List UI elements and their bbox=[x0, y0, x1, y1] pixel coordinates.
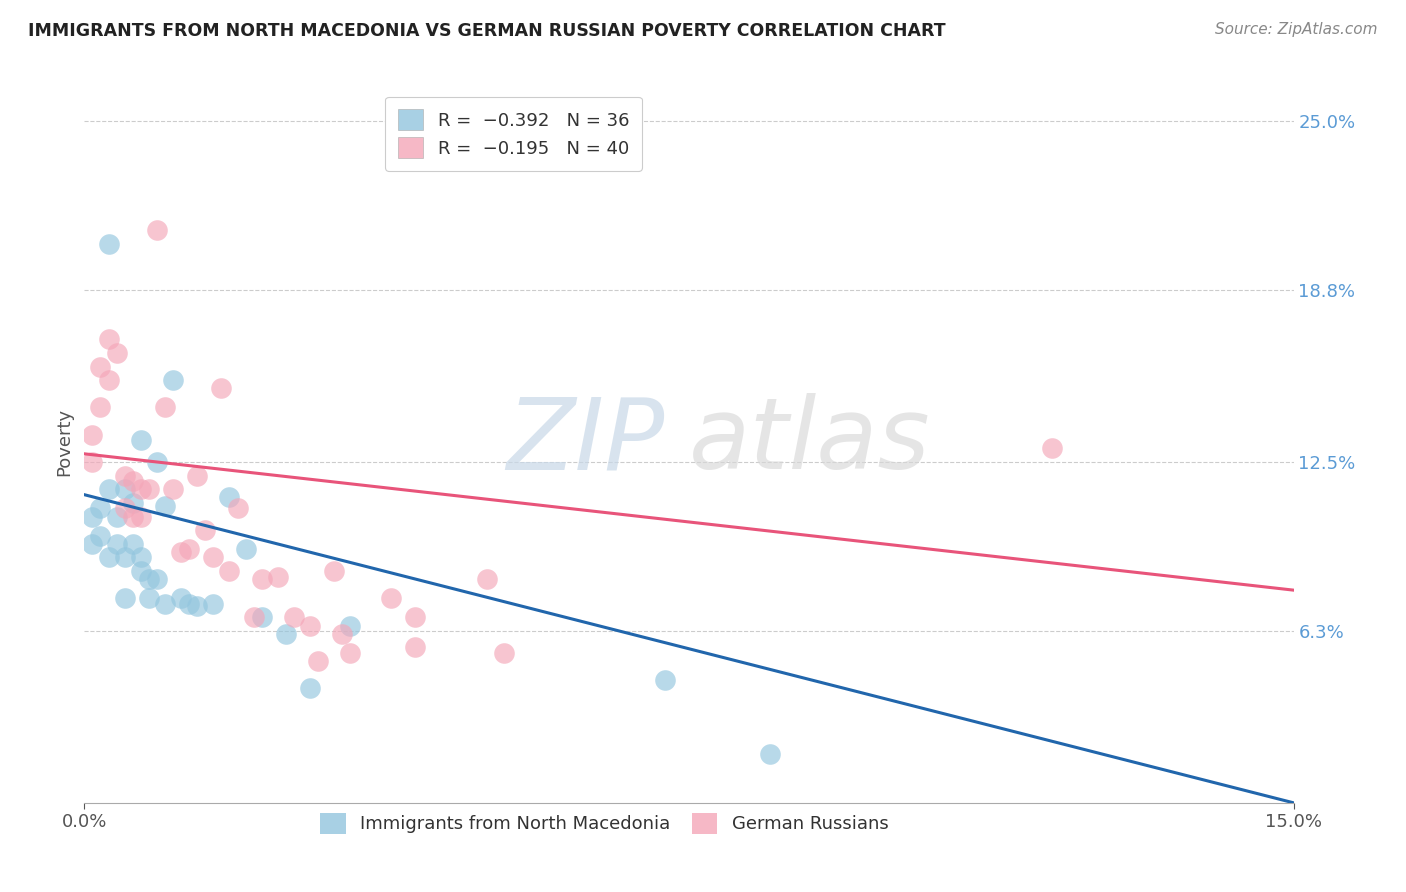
Point bbox=[194, 523, 217, 537]
Point bbox=[146, 223, 169, 237]
Point bbox=[242, 610, 264, 624]
Text: IMMIGRANTS FROM NORTH MACEDONIA VS GERMAN RUSSIAN POVERTY CORRELATION CHART: IMMIGRANTS FROM NORTH MACEDONIA VS GERMA… bbox=[28, 22, 946, 40]
Point bbox=[138, 591, 160, 606]
Point bbox=[226, 501, 249, 516]
Point bbox=[105, 346, 128, 360]
Point bbox=[82, 455, 104, 469]
Point bbox=[146, 455, 169, 469]
Point bbox=[114, 591, 136, 606]
Point bbox=[114, 501, 136, 516]
Point bbox=[89, 501, 111, 516]
Point bbox=[114, 482, 136, 496]
Point bbox=[267, 569, 290, 583]
Point bbox=[138, 572, 160, 586]
Point bbox=[97, 550, 120, 565]
Point bbox=[129, 433, 152, 447]
Point bbox=[121, 509, 143, 524]
Point bbox=[97, 332, 120, 346]
Y-axis label: Poverty: Poverty bbox=[55, 408, 73, 475]
Point bbox=[330, 626, 353, 640]
Point bbox=[202, 550, 225, 565]
Point bbox=[299, 618, 322, 632]
Point bbox=[202, 597, 225, 611]
Point bbox=[404, 640, 426, 655]
Point bbox=[283, 610, 305, 624]
Point bbox=[129, 482, 152, 496]
Point bbox=[114, 468, 136, 483]
Point bbox=[97, 482, 120, 496]
Point bbox=[82, 537, 104, 551]
Point bbox=[138, 482, 160, 496]
Point bbox=[250, 572, 273, 586]
Point bbox=[146, 572, 169, 586]
Point bbox=[105, 509, 128, 524]
Point bbox=[186, 468, 208, 483]
Point bbox=[404, 610, 426, 624]
Point bbox=[82, 509, 104, 524]
Point bbox=[250, 610, 273, 624]
Point bbox=[209, 381, 232, 395]
Point bbox=[121, 474, 143, 488]
Point bbox=[89, 401, 111, 415]
Point bbox=[153, 401, 176, 415]
Point bbox=[339, 646, 361, 660]
Legend: Immigrants from North Macedonia, German Russians: Immigrants from North Macedonia, German … bbox=[314, 805, 896, 841]
Point bbox=[218, 564, 240, 578]
Point bbox=[299, 681, 322, 696]
Point bbox=[1040, 442, 1063, 456]
Point bbox=[114, 550, 136, 565]
Point bbox=[105, 537, 128, 551]
Point bbox=[758, 747, 780, 761]
Point bbox=[218, 491, 240, 505]
Point bbox=[170, 545, 193, 559]
Point bbox=[179, 597, 201, 611]
Point bbox=[654, 673, 676, 687]
Point bbox=[162, 373, 184, 387]
Point bbox=[129, 564, 152, 578]
Point bbox=[186, 599, 208, 614]
Point bbox=[121, 537, 143, 551]
Point bbox=[82, 427, 104, 442]
Point bbox=[153, 499, 176, 513]
Point bbox=[97, 373, 120, 387]
Point bbox=[121, 496, 143, 510]
Point bbox=[129, 550, 152, 565]
Text: ZIP: ZIP bbox=[506, 393, 665, 490]
Point bbox=[323, 564, 346, 578]
Point bbox=[307, 654, 329, 668]
Point bbox=[339, 618, 361, 632]
Point bbox=[89, 528, 111, 542]
Point bbox=[477, 572, 499, 586]
Point bbox=[89, 359, 111, 374]
Point bbox=[274, 626, 297, 640]
Point bbox=[380, 591, 402, 606]
Point bbox=[492, 646, 515, 660]
Point bbox=[235, 542, 257, 557]
Point bbox=[97, 236, 120, 251]
Point bbox=[162, 482, 184, 496]
Text: atlas: atlas bbox=[689, 393, 931, 490]
Point bbox=[129, 509, 152, 524]
Point bbox=[153, 597, 176, 611]
Point bbox=[179, 542, 201, 557]
Point bbox=[170, 591, 193, 606]
Text: Source: ZipAtlas.com: Source: ZipAtlas.com bbox=[1215, 22, 1378, 37]
